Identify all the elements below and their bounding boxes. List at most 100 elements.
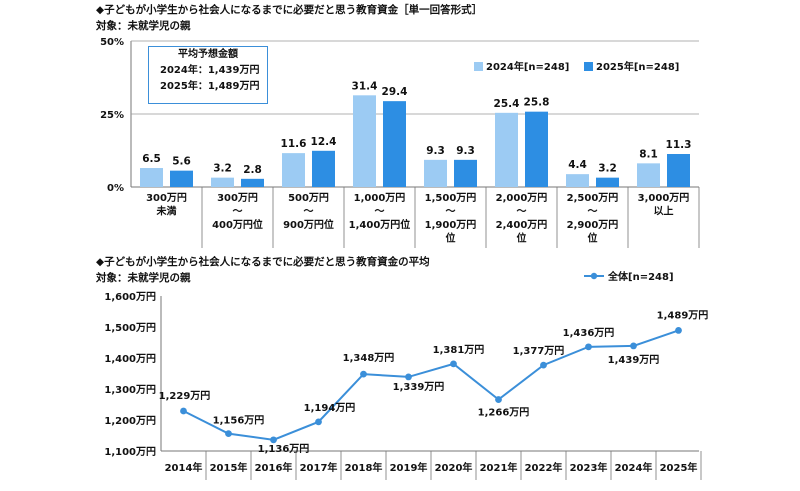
line-x-tick: 2015年 — [210, 461, 248, 474]
line-value-label: 1,229万円 — [159, 390, 211, 402]
line-point-2016年 — [270, 436, 277, 444]
bar-category-label: 2,900万円 — [567, 219, 619, 231]
bar-value-label: 4.4 — [568, 159, 587, 171]
bar-category-label: 1,000万円 — [354, 192, 406, 204]
line-point-2024年 — [630, 342, 637, 350]
line-value-label: 1,194万円 — [304, 402, 356, 414]
bar-2024-7 — [637, 163, 660, 187]
bar-value-label: 31.4 — [352, 80, 378, 92]
bar-2025-7 — [667, 154, 690, 187]
bar-2024-2 — [282, 153, 305, 187]
line-point-2017年 — [315, 418, 322, 426]
line-value-label: 1,439万円 — [608, 354, 660, 366]
bar-value-label: 25.8 — [524, 97, 550, 109]
bar-2025-1 — [241, 178, 264, 187]
legend-swatch-2025 — [584, 62, 593, 71]
line-value-label: 1,136万円 — [258, 443, 310, 455]
legend-label-2025: 2025年[n=248] — [596, 60, 679, 73]
bar-category-label: 900万円位 — [283, 218, 334, 231]
line-point-2022年 — [540, 361, 547, 369]
bar-value-label: 3.2 — [213, 163, 232, 175]
bar-category-label: ～ — [517, 207, 527, 218]
line-x-tick: 2016年 — [255, 461, 293, 474]
bar-category-label: 3,000万円 — [638, 192, 690, 204]
bar-category-label: 以上 — [654, 205, 674, 218]
bar-value-label: 29.4 — [382, 86, 408, 98]
bar-2025-5 — [525, 111, 548, 187]
line-y-tick: 1,100万円 — [104, 446, 156, 458]
bar-value-label: 8.1 — [639, 148, 658, 160]
line-y-tick: 1,200万円 — [104, 415, 156, 427]
line-point-2020年 — [450, 360, 457, 368]
bar-category-label: ～ — [304, 207, 314, 218]
line-point-2025年 — [675, 327, 682, 334]
bar-value-label: 6.5 — [142, 153, 161, 165]
chart1-title: ◆子どもが小学生から社会人になるまでに必要だと思う教育資金［単一回答形式］ — [96, 4, 483, 16]
bar-2024-3 — [353, 95, 376, 187]
bar-value-label: 25.4 — [494, 98, 520, 110]
bar-category-label: 1,500万円 — [425, 192, 477, 204]
line-x-tick: 2020年 — [435, 461, 473, 474]
line-value-label: 1,436万円 — [563, 327, 615, 339]
line-value-label: 1,489万円 — [657, 309, 709, 321]
bar-category-label: ～ — [588, 207, 598, 218]
line-point-2014年 — [180, 407, 187, 415]
line-value-label: 1,348万円 — [343, 352, 395, 364]
bar-2024-0 — [140, 168, 163, 187]
average-forecast-box: 平均予想金額 2024年：1,439万円 2025年：1,489万円 — [148, 46, 268, 104]
line-y-tick: 1,400万円 — [104, 353, 156, 365]
average-forecast-title: 平均予想金額 — [178, 49, 238, 60]
bar-value-label: 12.4 — [311, 136, 337, 148]
bar-2024-5 — [495, 112, 518, 187]
bar-category-label: 2,000万円 — [496, 192, 548, 204]
bar-category-label: 位 — [517, 232, 527, 245]
bar-category-label: 2,400万円 — [496, 219, 548, 231]
bar-category-label: 500万円 — [288, 192, 329, 204]
bar-value-label: 11.3 — [666, 139, 692, 151]
average-forecast-2024: 2024年：1,439万円 — [160, 65, 260, 76]
bar-y-tick-25: 25% — [100, 110, 124, 121]
average-forecast-2025: 2025年：1,489万円 — [160, 81, 260, 92]
chart2-subtitle: 対象：未就学児の親 — [96, 272, 191, 284]
bar-value-label: 11.6 — [281, 138, 307, 150]
line-y-tick: 1,500万円 — [104, 322, 156, 334]
bar-2025-6 — [596, 177, 619, 187]
bar-2024-4 — [424, 159, 447, 187]
bar-2025-4 — [454, 159, 477, 187]
chart1-subtitle: 対象：未就学児の親 — [96, 20, 191, 32]
line-value-label: 1,339万円 — [393, 381, 445, 393]
bar-category-label: 1,900万円 — [425, 219, 477, 231]
line-legend-marker — [590, 272, 598, 280]
bar-category-label: 位 — [446, 232, 456, 245]
bar-value-label: 9.3 — [426, 145, 445, 157]
line-value-label: 1,377万円 — [513, 345, 565, 357]
line-x-tick: 2017年 — [300, 461, 338, 474]
bar-category-label: 2,500万円 — [567, 192, 619, 204]
bar-category-label: 400万円位 — [212, 218, 263, 231]
line-point-2021年 — [495, 396, 502, 403]
bar-category-label: 300万円 — [146, 192, 187, 204]
line-value-label: 1,156万円 — [213, 415, 265, 427]
line-x-tick: 2024年 — [615, 461, 653, 474]
bar-2025-3 — [383, 101, 406, 187]
bar-category-label: 未満 — [156, 205, 177, 218]
line-x-tick: 2025年 — [660, 461, 698, 474]
line-x-tick: 2023年 — [570, 461, 608, 474]
bar-category-label: 位 — [588, 232, 598, 245]
bar-category-label: ～ — [446, 207, 456, 218]
line-legend-label: 全体[n=248] — [607, 270, 674, 283]
line-x-tick: 2022年 — [525, 461, 563, 474]
line-point-2023年 — [585, 343, 592, 351]
line-value-label: 1,381万円 — [433, 344, 485, 356]
chart2-title: ◆子どもが小学生から社会人になるまでに必要だと思う教育資金の平均 — [96, 256, 430, 268]
bar-category-label: ～ — [233, 207, 243, 218]
bar-y-tick-0: 0% — [107, 183, 124, 194]
line-point-2015年 — [225, 430, 232, 438]
line-series-path — [183, 329, 679, 441]
bar-value-label: 3.2 — [598, 163, 617, 175]
line-value-label: 1,266万円 — [478, 407, 530, 419]
line-y-tick: 1,600万円 — [104, 291, 156, 303]
bar-category-label: 300万円 — [217, 192, 258, 204]
